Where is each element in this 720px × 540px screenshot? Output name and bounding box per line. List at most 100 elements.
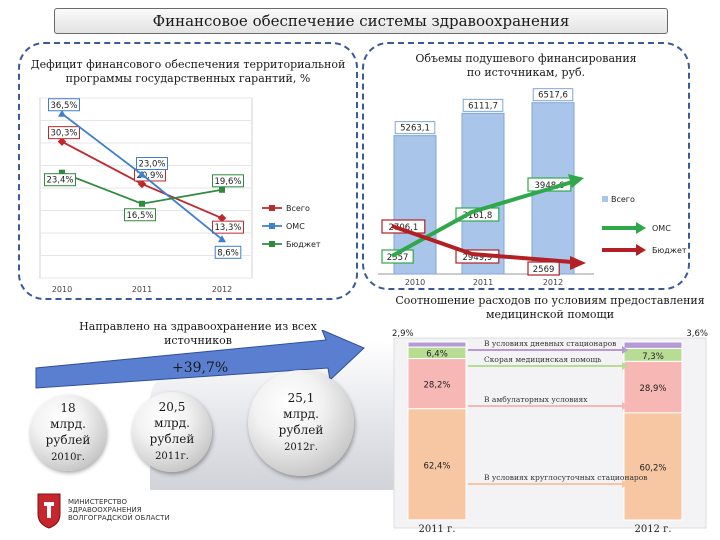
segment-value-label: 3,6%	[686, 329, 708, 339]
data-label-box	[44, 173, 76, 187]
data-label-box	[212, 220, 244, 234]
funding-title: Объемы подушевого финансирования по исто…	[364, 52, 688, 80]
series-name-label: Скорая медицинская помощь	[484, 355, 601, 364]
x-tick-label: 2010	[52, 285, 72, 294]
legend-marker	[269, 205, 275, 211]
data-label-box	[48, 98, 80, 112]
stacked-segment	[407, 341, 467, 348]
data-label: 13,3%	[214, 223, 241, 233]
deficit-title-line2: программы государственных гарантий, %	[65, 72, 311, 85]
sources-title: Направлено на здравоохранение из всех ис…	[79, 320, 317, 347]
data-point	[219, 186, 225, 193]
legend-marker	[269, 241, 275, 247]
oms-trend-arrowhead	[568, 174, 584, 188]
series-connector-arrowhead	[622, 362, 628, 370]
ratio-title-line2: медицинской помощи	[485, 308, 615, 321]
budget-trend-arrowhead	[570, 256, 586, 270]
data-point	[217, 213, 227, 223]
bar-value-box	[394, 121, 436, 135]
segment-value-label: 62,4%	[423, 461, 450, 471]
data-label: 23,4%	[46, 176, 73, 186]
deficit-title: Дефицит финансового обеспечения территор…	[20, 58, 356, 86]
data-point	[59, 169, 65, 176]
deficit-panel: Дефицит финансового обеспечения территор…	[18, 42, 358, 300]
funding-title-line2: по источникам, руб.	[466, 66, 586, 79]
bar-value-label: 5263,1	[400, 124, 430, 134]
data-point	[58, 109, 66, 117]
deficit-title-line1: Дефицит финансового обеспечения территор…	[30, 58, 346, 71]
x-tick-label: 2012	[212, 285, 232, 294]
segment-value-label: 28,2%	[423, 381, 450, 391]
bar-value-label: 6517,6	[538, 91, 568, 101]
budget-trend-arrow	[391, 224, 573, 264]
ratio-title-line1: Соотношение расходов по условиям предост…	[395, 294, 705, 307]
segment-value-label: 7,3%	[642, 352, 664, 362]
stacked-segment	[623, 341, 683, 349]
series-name-label: В условиях дневных стационаров	[484, 339, 616, 348]
ball-year: 2012г.	[284, 442, 318, 453]
funding-title-line1: Объемы подушевого финансирования	[415, 52, 637, 65]
budget-value-label: 2569	[533, 265, 555, 275]
budget-value-box	[381, 219, 426, 234]
data-point	[137, 179, 147, 189]
legend-marker	[269, 223, 275, 229]
ball-unit: млрд.	[283, 407, 319, 421]
ball-amount: 25,1	[287, 391, 315, 405]
legend-label: Всего	[611, 195, 635, 204]
x-tick-label: 2012	[543, 278, 563, 287]
ball-amount: 18	[60, 401, 76, 415]
legend-label: Всего	[286, 204, 310, 213]
segment-value-label: 2,9%	[392, 329, 414, 339]
page-title-bar: Финансовое обеспечение системы здравоохр…	[54, 8, 668, 34]
data-point	[57, 137, 67, 146]
series-name-label: В условиях круглосуточных стационаров	[484, 473, 647, 482]
page-title: Финансовое обеспечение системы здравоохр…	[152, 12, 570, 30]
legend-label: Бюджет	[286, 240, 321, 249]
oms-value-box	[527, 177, 572, 192]
deficit-line-chart: 2010 2011 2012 30,3% 20,9% 13,3% 36,5% 23,0% 8,6…	[39, 97, 321, 294]
oms-value-box	[455, 207, 500, 222]
data-label-box	[212, 174, 244, 188]
legend-arrowhead	[636, 244, 646, 256]
data-label-box	[48, 126, 80, 140]
data-label: 8,6%	[217, 248, 239, 258]
budget-value-label: 2949,9	[463, 253, 493, 263]
logo-line1: МИНИСТЕРСТВО	[68, 498, 128, 506]
x-tick-label: 2010	[405, 278, 425, 287]
ball-currency: рублей	[278, 423, 324, 437]
data-point	[138, 170, 146, 178]
ministry-emblem-icon	[37, 493, 61, 529]
data-point	[139, 200, 145, 207]
series-connector-arrowhead	[622, 480, 628, 488]
logo-line2: ЗДРАВООХРАНЕНИЯ	[68, 506, 142, 514]
series-connector-arrowhead	[622, 346, 628, 354]
oms-value-label: 3161,8	[463, 211, 493, 221]
data-label-box	[214, 245, 242, 259]
oms-value-label: 2557	[387, 253, 409, 263]
stacked-segment	[623, 360, 683, 414]
data-point	[218, 235, 226, 243]
ball-currency: рублей	[149, 432, 195, 446]
data-label: 20,9%	[136, 171, 163, 181]
legend-marker	[602, 196, 608, 202]
budget-value-box	[527, 261, 560, 276]
funding-panel: Объемы подушевого финансирования по исто…	[362, 42, 690, 290]
funding-ball-2010: 18 млрд. рублей 2010г.	[30, 395, 106, 471]
x-tick-label: 2011	[132, 285, 152, 294]
bar	[461, 112, 505, 275]
ratio-stacked-chart: 6,4% 28,2% 62,4% 2011 г. 7,3% 28,9% 60,2% 2012 …	[392, 329, 708, 535]
data-label: 16,5%	[126, 211, 153, 221]
oms-trend-arrow	[391, 180, 573, 258]
legend-label: Бюджет	[652, 246, 687, 255]
stacked-segment	[407, 358, 467, 410]
growth-arrow: +39,7%	[35, 330, 365, 389]
ball-currency: рублей	[45, 433, 91, 447]
data-label-box	[136, 157, 168, 170]
ball-amount: 20,5	[158, 400, 186, 414]
legend-arrowhead	[636, 222, 646, 234]
x-tick-label: 2011	[473, 278, 493, 287]
funding-ball-2012: 25,1 млрд. рублей 2012г.	[248, 370, 354, 476]
bar-value-box	[532, 88, 574, 102]
x-tick-label: 2012 г.	[634, 524, 671, 535]
data-label-box	[124, 208, 156, 222]
